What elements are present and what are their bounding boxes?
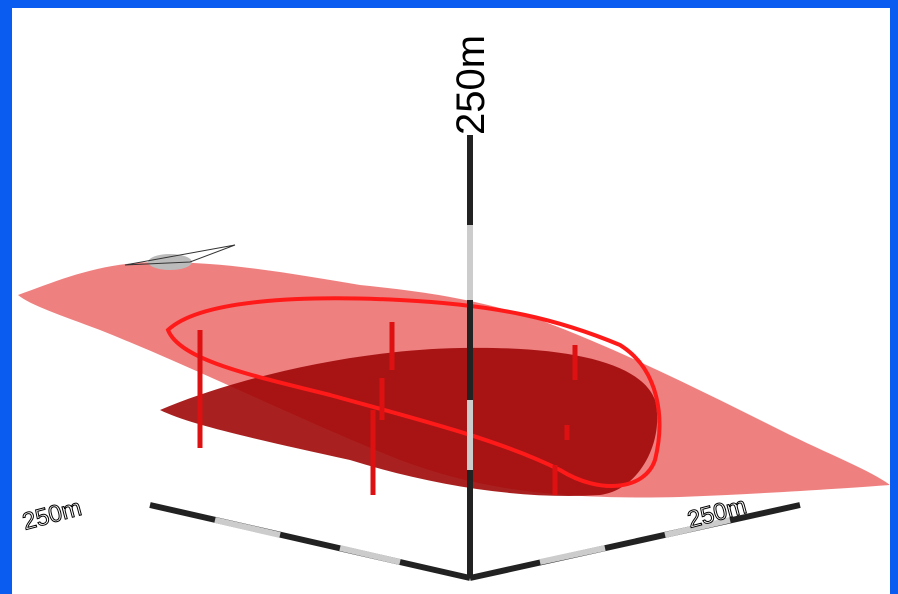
right-axis-label: 250m — [685, 492, 750, 534]
axes — [149, 135, 801, 581]
scene: 250m 250m 250m — [12, 8, 890, 594]
drill-holes — [197, 322, 578, 495]
outline — [165, 296, 662, 488]
left-axis-label: 250m — [20, 494, 85, 536]
vertical-axis-label: 250m — [449, 35, 493, 135]
compass — [124, 244, 236, 270]
